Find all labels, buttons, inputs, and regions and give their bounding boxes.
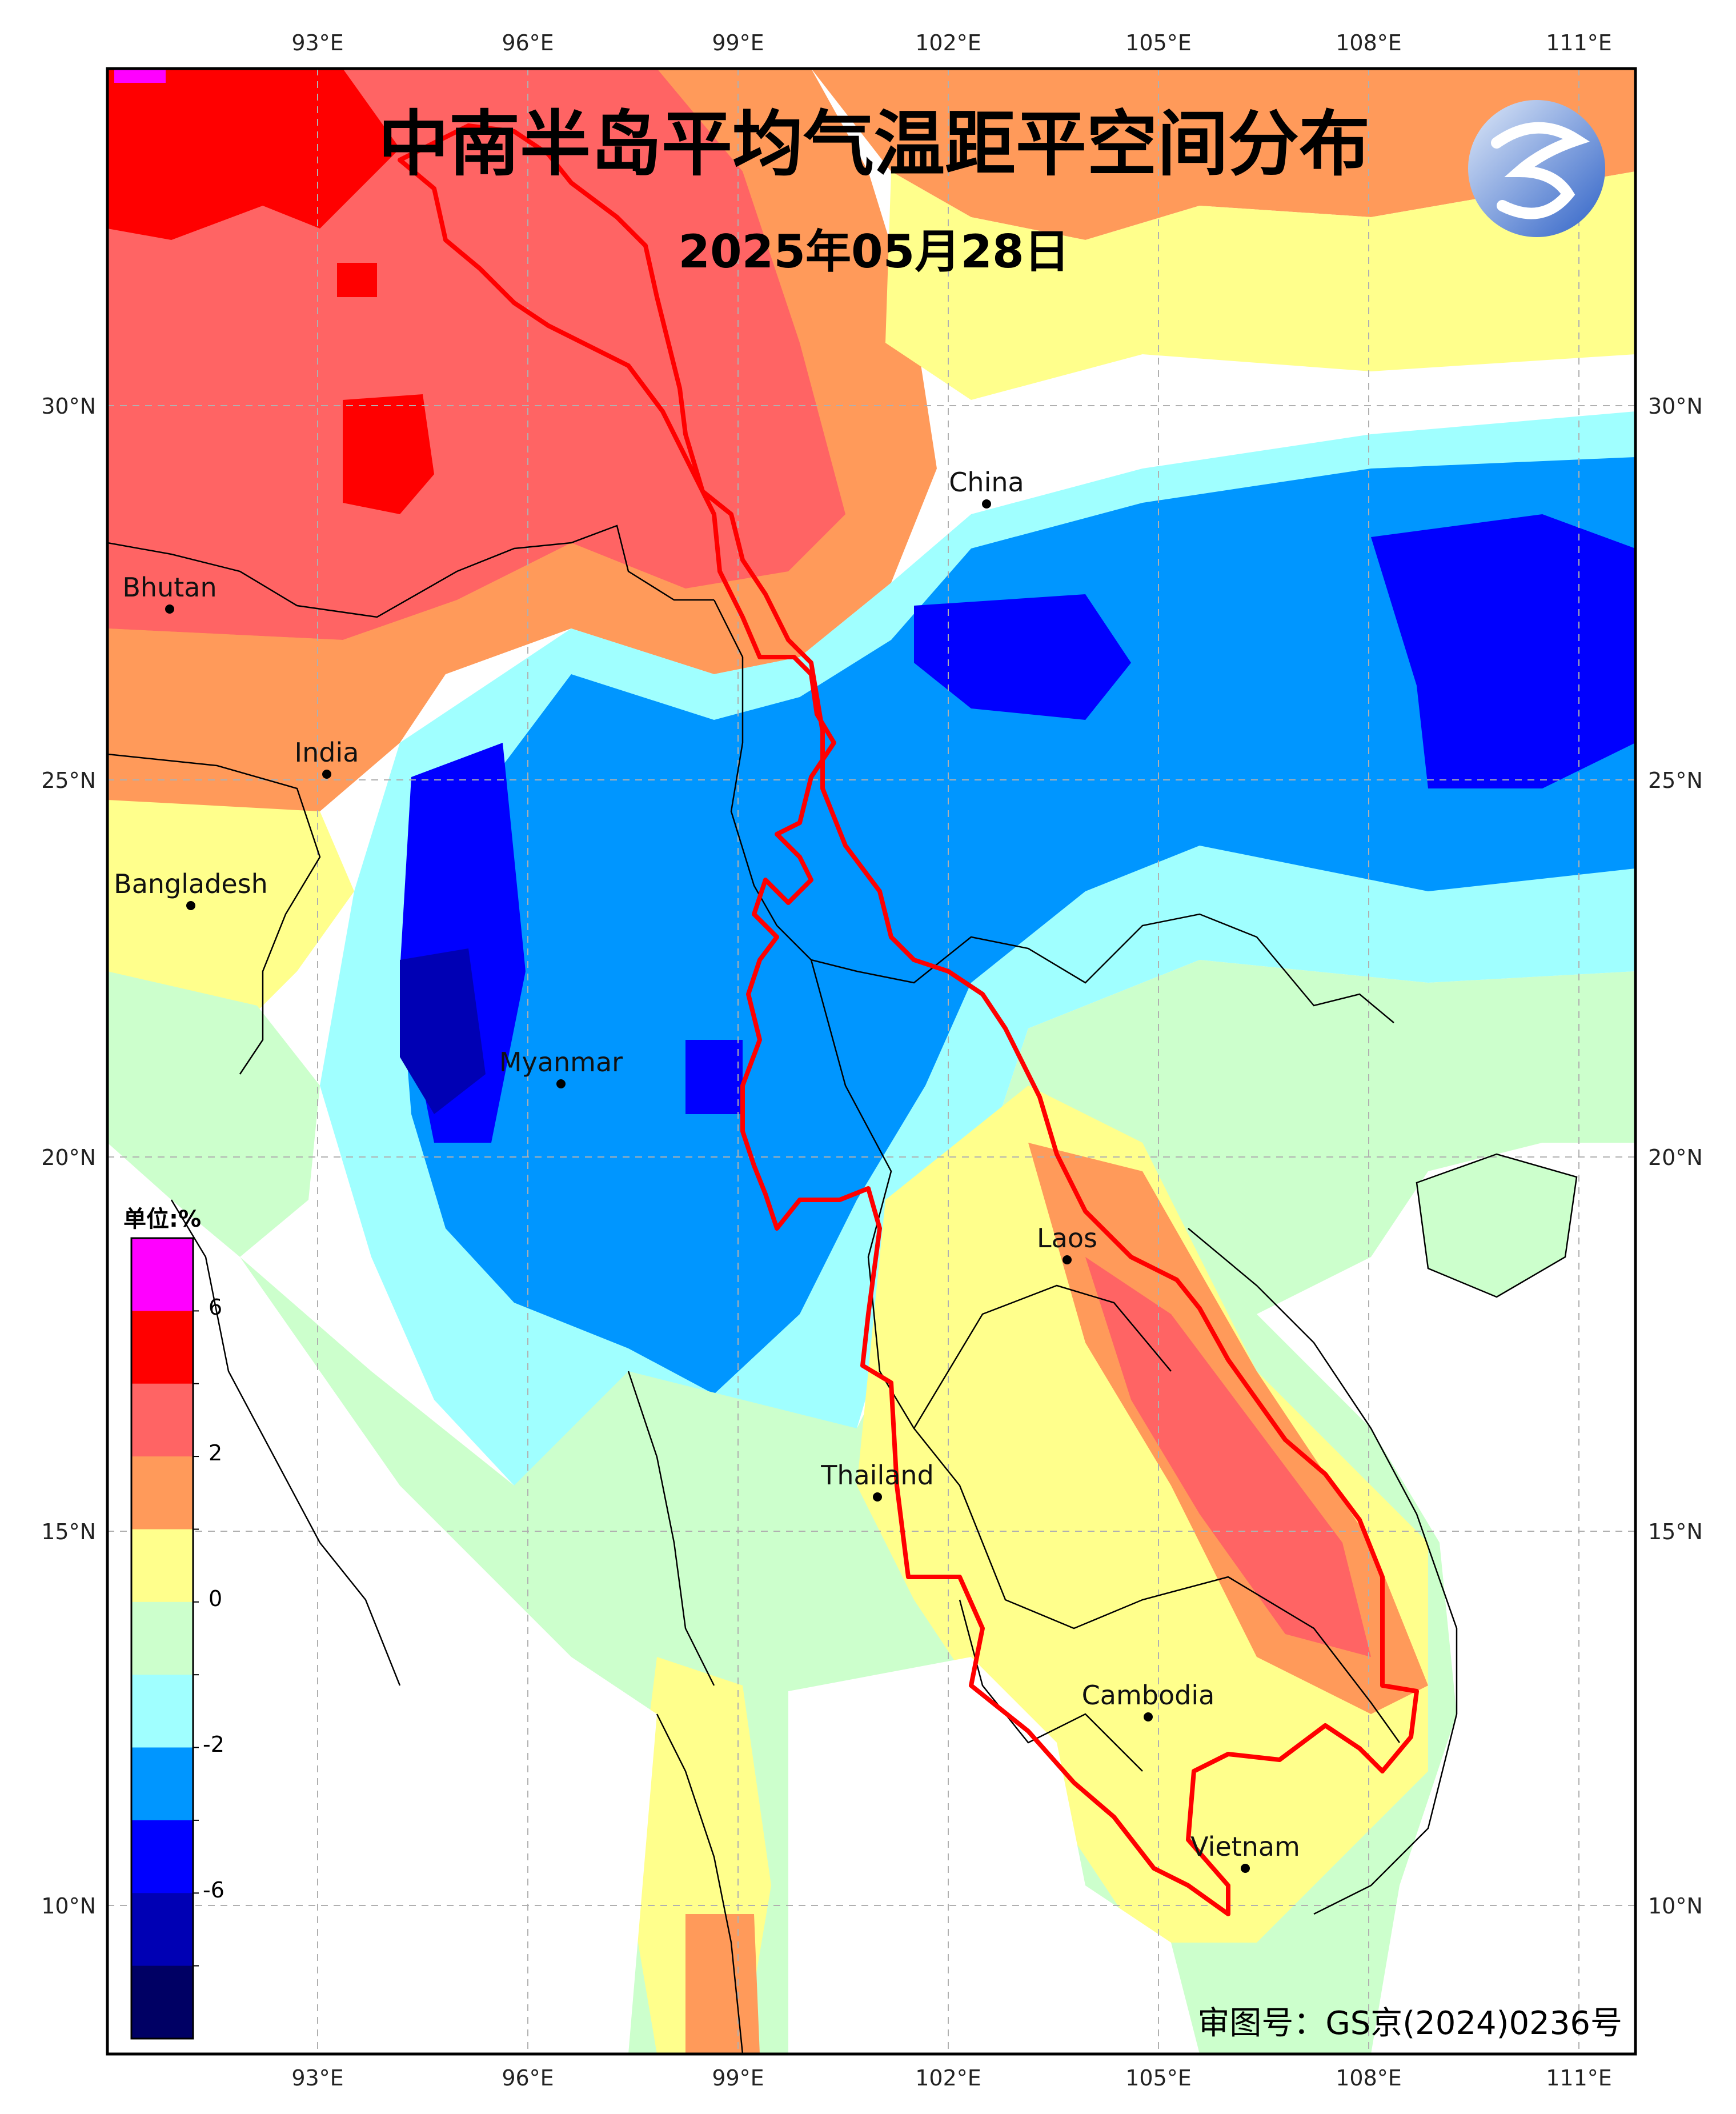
colorbar-label: 0 <box>209 1586 222 1611</box>
colorbar-swatch <box>131 1675 193 1748</box>
city-label-bangladesh: Bangladesh <box>114 868 268 899</box>
very-cold-zone-china <box>914 594 1131 720</box>
colorbar-swatch <box>131 1383 193 1457</box>
lat-tick-right: 10°N <box>1648 1893 1703 1919</box>
lat-tick-left: 30°N <box>41 394 96 419</box>
colorbar-swatch <box>131 1601 193 1675</box>
lon-tick-top: 96°E <box>502 30 554 55</box>
city-dot-thailand <box>873 1492 882 1502</box>
city-label-china: China <box>949 467 1024 498</box>
anomaly-field <box>107 69 1635 2054</box>
lat-tick-right: 30°N <box>1648 394 1703 419</box>
magenta-corner-patch <box>114 69 166 83</box>
hainan-island <box>1417 1154 1577 1297</box>
hot-zone-laos <box>1085 1257 1371 1657</box>
colorbar-label: 2 <box>209 1440 222 1466</box>
lon-tick-bottom: 93°E <box>291 2065 343 2091</box>
colorbar-label: -2 <box>203 1732 224 1757</box>
city-label-myanmar: Myanmar <box>499 1047 623 1078</box>
very-cold-zone-east <box>1371 514 1635 788</box>
sea-bay-of-bengal <box>107 1200 657 2054</box>
lat-ticks-right: 30°N 25°N 20°N 15°N 10°N <box>1648 394 1703 1919</box>
colorbar-swatch <box>131 1965 193 2039</box>
city-dot-myanmar <box>556 1079 566 1088</box>
city-label-india: India <box>295 737 359 768</box>
colorbar-swatch <box>131 1820 193 1893</box>
colorbar-swatch <box>131 1311 193 1384</box>
country-borders <box>107 525 1578 2054</box>
city-label-laos: Laos <box>1037 1223 1097 1254</box>
city-dot-cambodia <box>1144 1712 1153 1721</box>
colorbar: 单位:% 6 2 0 -2 -6 <box>123 1206 224 2040</box>
warm-zone-peninsula <box>685 1914 760 2054</box>
lon-tick-top: 105°E <box>1125 30 1192 55</box>
city-dot-bhutan <box>165 604 174 614</box>
extreme-zone-northwest <box>107 69 400 240</box>
colorbar-label: -6 <box>203 1877 224 1903</box>
city-dot-vietnam <box>1241 1864 1250 1873</box>
city-dot-laos <box>1063 1255 1072 1264</box>
city-dot-china <box>982 499 991 509</box>
cool-zone-west <box>107 971 320 1257</box>
sea-gulf-of-thailand <box>788 1657 1200 2054</box>
extreme-patch-b <box>337 263 377 297</box>
lon-tick-top: 99°E <box>712 30 764 55</box>
cold-zone-central <box>400 457 1635 1394</box>
lat-tick-left: 10°N <box>41 1893 96 1919</box>
mild-zone-north <box>885 171 1635 400</box>
map-frame <box>106 67 1637 2056</box>
colorbar-swatch <box>131 1747 193 1821</box>
lat-tick-right: 25°N <box>1648 768 1703 793</box>
lon-tick-bottom: 108°E <box>1336 2065 1402 2091</box>
very-cold-patch-central <box>685 1040 743 1114</box>
city-dot-bangladesh <box>186 901 195 910</box>
city-markers: China Bhutan India Bangladesh Myanmar La… <box>114 467 1300 1873</box>
colorbar-swatch <box>131 1893 193 1967</box>
lon-tick-bottom: 102°E <box>915 2065 981 2091</box>
cma-logo <box>1468 100 1605 237</box>
extreme-patch-a <box>343 394 434 514</box>
lon-tick-bottom: 96°E <box>502 2065 554 2091</box>
map-date: 2025年05月28日 <box>678 225 1069 278</box>
lon-tick-bottom: 111°E <box>1546 2065 1612 2091</box>
colorbar-swatch <box>131 1238 193 1311</box>
colorbar-unit: 单位:% <box>123 1206 201 1232</box>
lat-tick-right: 15°N <box>1648 1519 1703 1544</box>
city-label-vietnam: Vietnam <box>1190 1831 1300 1862</box>
lon-ticks-top: 93°E 96°E 99°E 102°E 105°E 108°E 111°E <box>291 30 1611 55</box>
lon-tick-bottom: 99°E <box>712 2065 764 2091</box>
colorbar-swatch <box>131 1456 193 1530</box>
lat-tick-left: 25°N <box>41 768 96 793</box>
city-label-bhutan: Bhutan <box>122 572 217 603</box>
map-title: 中南半岛平均气温距平空间分布 <box>378 103 1370 186</box>
lat-ticks-left: 30°N 25°N 20°N 15°N 10°N <box>41 394 96 1919</box>
warm-zone-north <box>811 69 1635 240</box>
lon-tick-top: 93°E <box>291 30 343 55</box>
city-dot-india <box>322 770 331 779</box>
colorbar-boxes <box>131 1238 199 2039</box>
city-label-thailand: Thailand <box>820 1460 934 1491</box>
lon-ticks-bottom: 93°E 96°E 99°E 102°E 105°E 108°E 111°E <box>291 2065 1611 2091</box>
deepest-cold-zone-myanmar <box>400 948 486 1114</box>
map-gridlines <box>107 69 1635 2054</box>
lat-tick-left: 20°N <box>41 1145 96 1170</box>
lat-tick-right: 20°N <box>1648 1145 1703 1170</box>
city-label-cambodia: Cambodia <box>1082 1680 1215 1711</box>
lon-tick-top: 108°E <box>1336 30 1402 55</box>
lon-tick-top: 111°E <box>1546 30 1612 55</box>
mild-zone-west <box>107 800 354 1040</box>
mekong-basin-boundary <box>398 123 1419 1916</box>
colorbar-frame <box>130 1237 194 2040</box>
lon-tick-bottom: 105°E <box>1125 2065 1192 2091</box>
lon-tick-top: 102°E <box>915 30 981 55</box>
colorbar-swatch <box>131 1529 193 1603</box>
approval-number: 审图号：GS京(2024)0236号 <box>1197 2005 1622 2042</box>
lat-tick-left: 15°N <box>41 1519 96 1544</box>
warm-zone-west <box>107 628 400 857</box>
colorbar-label: 6 <box>209 1295 222 1320</box>
